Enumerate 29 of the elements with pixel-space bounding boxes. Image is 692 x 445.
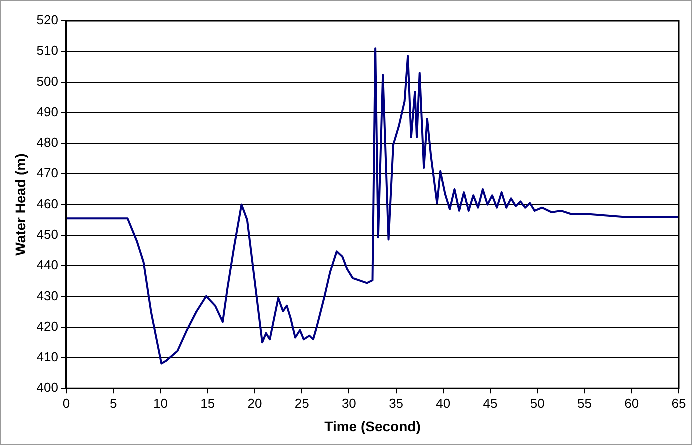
y-tick-label: 520: [36, 12, 58, 28]
x-tick-label: 0: [62, 396, 70, 411]
y-tick-label: 430: [36, 288, 58, 304]
x-axis-title: Time (Second): [324, 418, 421, 434]
x-tick-label: 45: [483, 396, 498, 411]
y-tick-label: 460: [36, 196, 58, 212]
x-tick-label: 20: [248, 396, 262, 411]
y-axis-title: Water Head (m): [12, 154, 28, 256]
x-tick-label: 65: [672, 396, 686, 411]
x-tick-label: 25: [294, 396, 310, 411]
x-tick-label: 40: [436, 396, 451, 411]
y-tick-label: 480: [36, 135, 58, 150]
y-tick-label: 490: [36, 104, 58, 120]
y-tick-label: 400: [36, 380, 58, 396]
y-tick-label: 510: [36, 43, 58, 58]
x-tick-label: 30: [342, 396, 356, 411]
y-tick-label: 500: [36, 74, 58, 89]
y-tick-label: 420: [36, 318, 58, 334]
y-tick-label: 450: [36, 227, 58, 242]
x-tick-label: 5: [110, 396, 118, 411]
x-tick-label: 50: [530, 396, 545, 411]
x-tick-label: 60: [624, 396, 640, 411]
x-tick-label: 35: [389, 396, 404, 411]
x-tick-label: 55: [578, 396, 592, 411]
y-tick-label: 410: [36, 350, 58, 365]
y-tick-label: 470: [36, 166, 58, 181]
x-tick-label: 15: [200, 396, 216, 411]
y-tick-label: 440: [36, 258, 58, 273]
x-tick-label: 10: [153, 396, 168, 411]
